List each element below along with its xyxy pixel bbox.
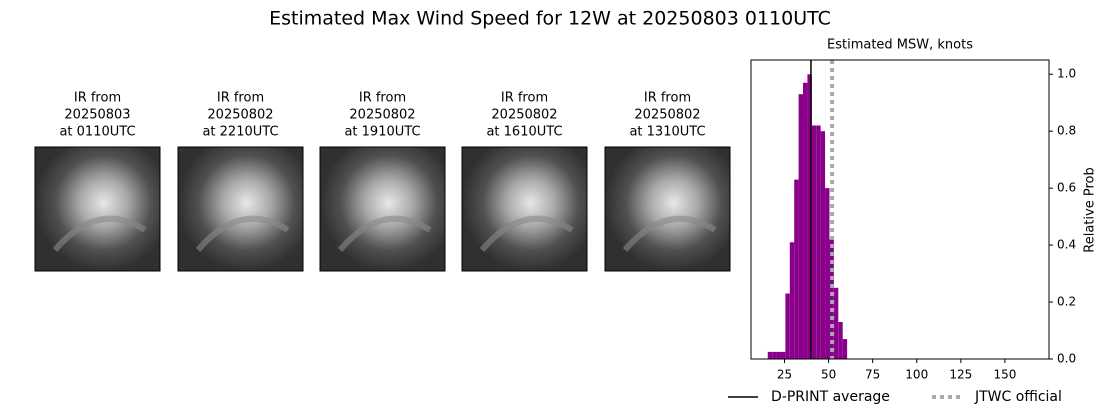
bar — [811, 125, 817, 359]
ir-image — [319, 146, 446, 272]
bar — [833, 287, 839, 359]
panel-caption: IR from — [644, 91, 691, 106]
panel-caption: IR from — [217, 91, 264, 106]
bar — [807, 74, 812, 359]
cloud-band — [479, 215, 574, 252]
y-tick-label: 0.8 — [1057, 124, 1076, 138]
x-tick-label: 50 — [821, 368, 836, 382]
y-tick-label: 0.2 — [1057, 295, 1076, 309]
x-tick-label: 125 — [949, 368, 972, 382]
ir-image — [34, 146, 161, 272]
panel-caption: 20250802 — [207, 108, 273, 123]
bar — [780, 351, 786, 359]
cloud-band — [622, 215, 717, 252]
cloud-band — [52, 215, 147, 252]
panel-caption: IR from — [359, 91, 406, 106]
bar — [820, 131, 826, 359]
panel-caption: 20250803 — [64, 108, 130, 123]
image-panels: IR from 20250803 at 0110UTC IR from 20250802… — [34, 91, 731, 272]
bar — [825, 188, 830, 359]
legend-label: JTWC official — [974, 389, 1062, 405]
bar — [803, 82, 808, 360]
bar — [789, 242, 795, 359]
panel-caption: at 2210UTC — [202, 125, 278, 140]
y-tick-label: 1.0 — [1057, 67, 1076, 81]
plot-frame — [750, 59, 1050, 360]
panel-caption: at 1610UTC — [486, 125, 562, 140]
bar — [829, 239, 834, 359]
bar — [767, 351, 773, 359]
panel-caption: IR from — [501, 91, 548, 106]
panel-caption: at 0110UTC — [59, 125, 135, 140]
chart-title: Estimated Max Wind Speed for 12W at 2025… — [269, 8, 831, 30]
cloud-band — [195, 215, 290, 252]
x-tick-label: 75 — [865, 368, 880, 382]
legend-label: D-PRINT average — [771, 389, 890, 405]
y-tick-label: 0.0 — [1057, 352, 1076, 366]
panel-caption: at 1910UTC — [344, 125, 420, 140]
bar — [772, 351, 777, 359]
y-axis-label: Relative Prob — [1083, 167, 1098, 252]
panel-caption: 20250802 — [349, 108, 415, 123]
panel-caption: at 1310UTC — [629, 125, 705, 140]
bar — [798, 94, 804, 360]
bar — [842, 339, 848, 359]
y-tick-label: 0.6 — [1057, 181, 1076, 195]
panel-caption: IR from — [74, 91, 121, 106]
chart-subtitle: Estimated MSW, knots — [827, 38, 973, 53]
bar — [785, 293, 790, 359]
y-tick-label: 0.4 — [1057, 238, 1076, 252]
panel-caption: 20250802 — [634, 108, 700, 123]
cloud-band — [337, 215, 432, 252]
ir-image — [177, 146, 304, 272]
x-tick-label: 150 — [993, 368, 1016, 382]
bar — [776, 351, 781, 359]
bar — [794, 179, 799, 359]
bar — [838, 321, 843, 359]
ir-image — [604, 146, 731, 272]
bar — [816, 125, 821, 359]
x-tick-label: 100 — [905, 368, 928, 382]
panel-caption: 20250802 — [491, 108, 557, 123]
x-tick-label: 25 — [777, 368, 792, 382]
ir-image — [461, 146, 588, 272]
